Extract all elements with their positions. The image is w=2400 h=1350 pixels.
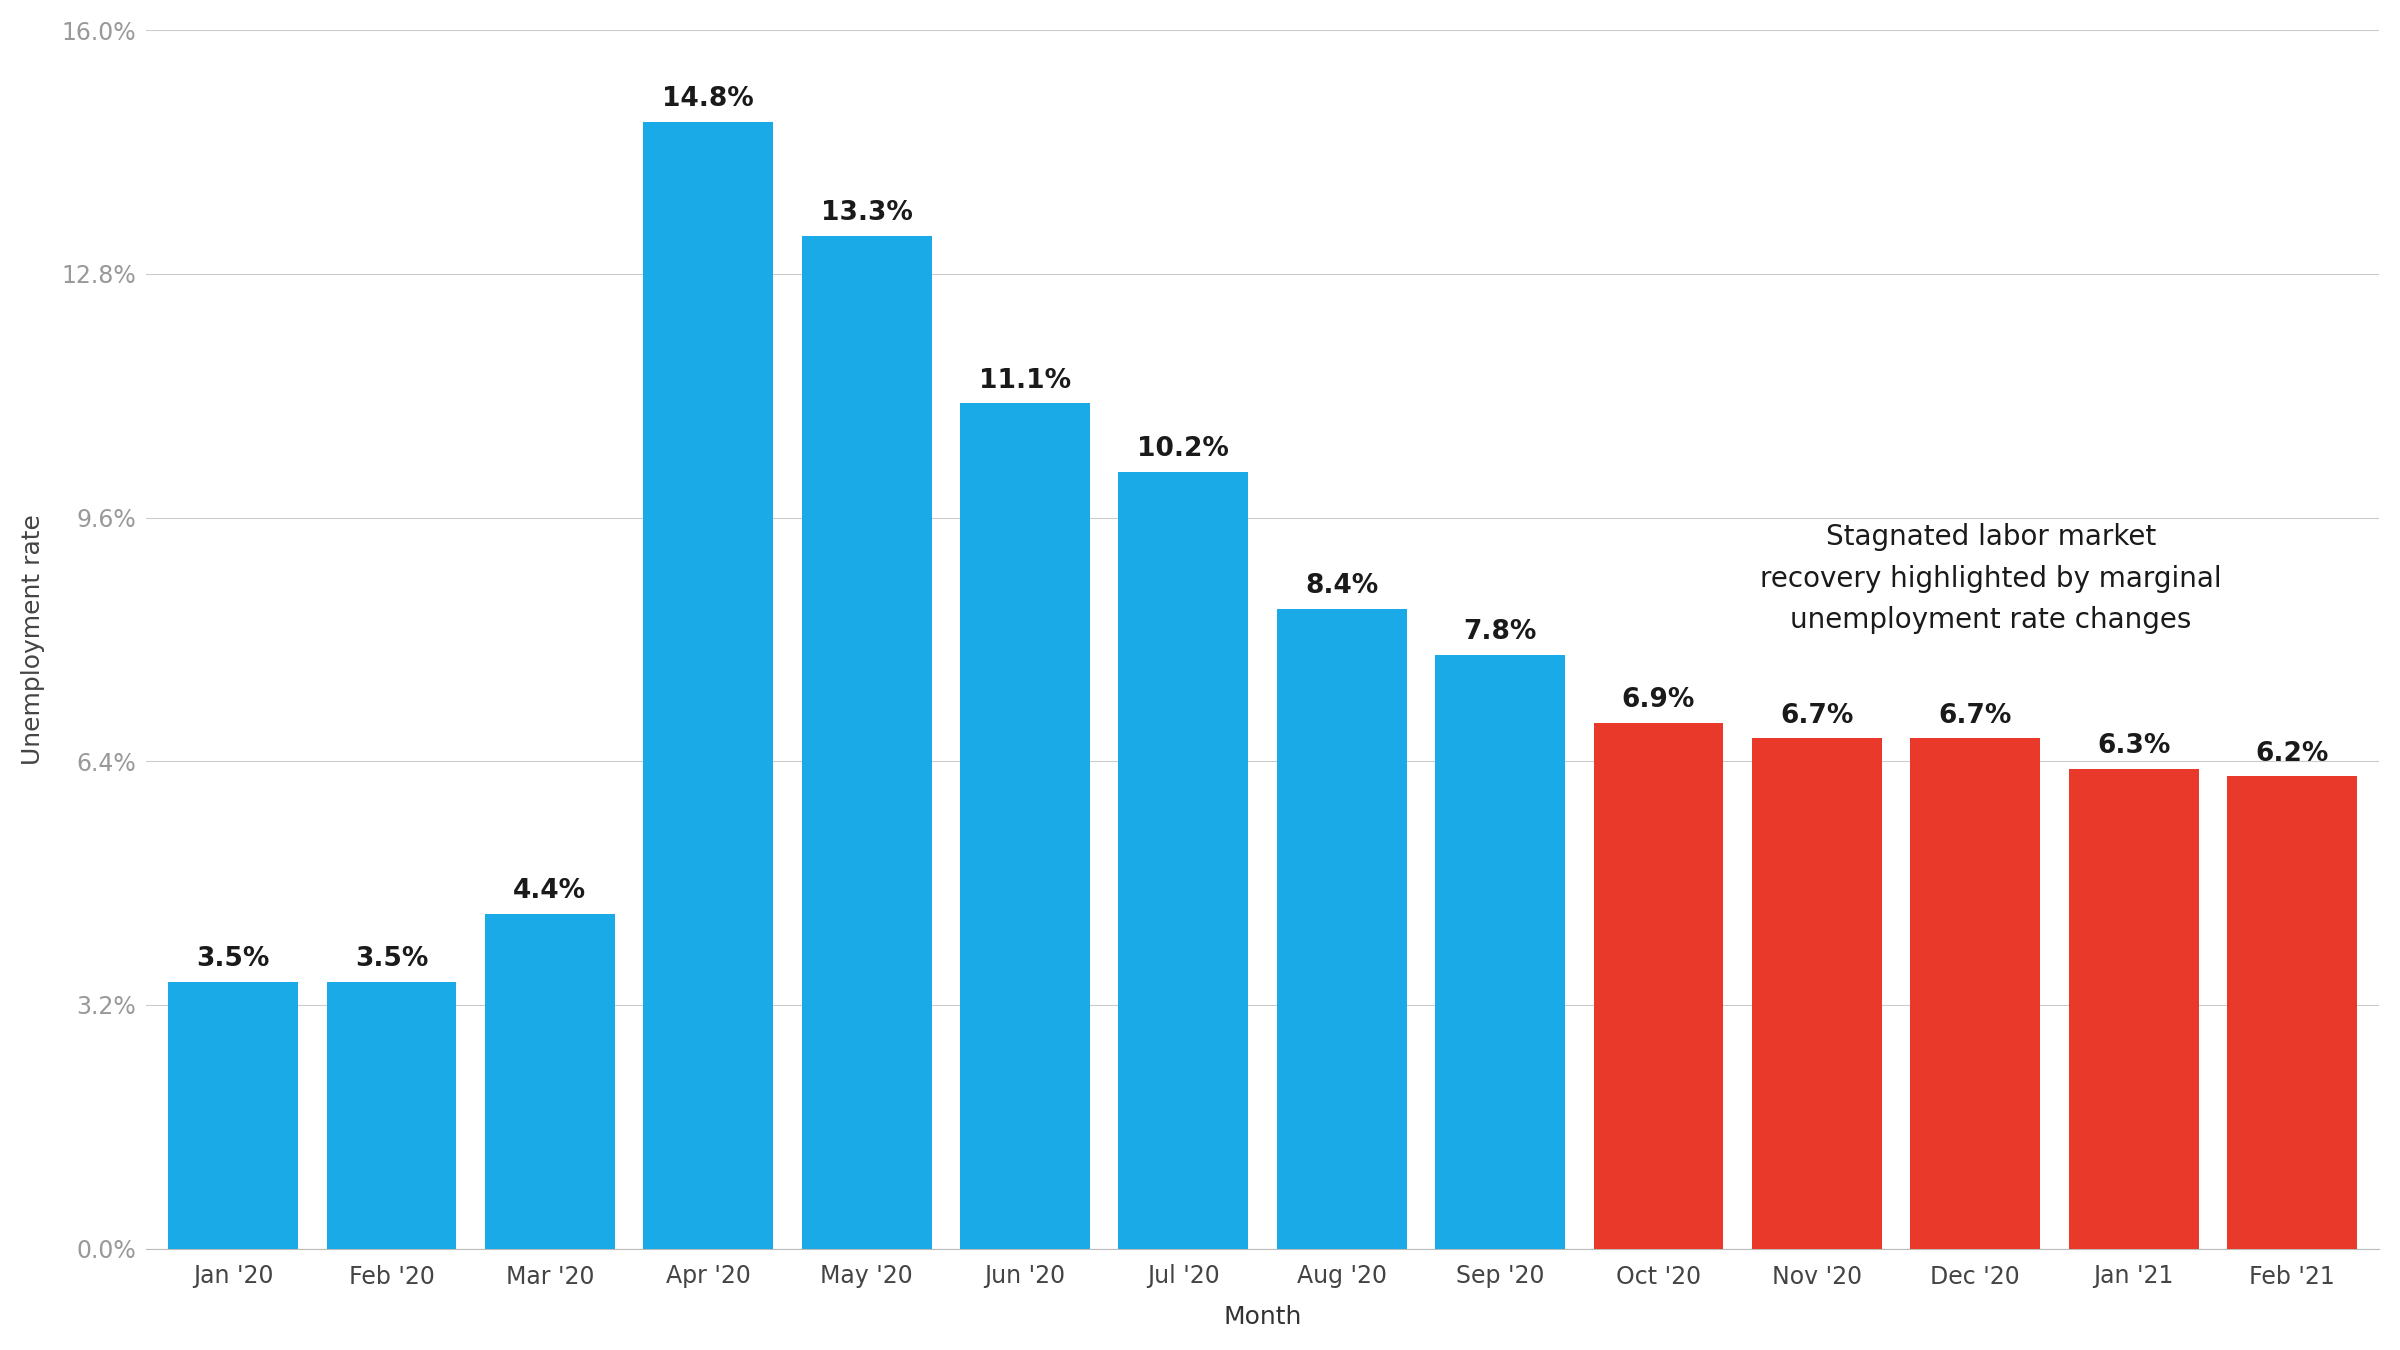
- Text: 13.3%: 13.3%: [821, 200, 912, 225]
- Bar: [1277, 609, 1406, 1249]
- Bar: [643, 122, 773, 1249]
- Text: Stagnated labor market
recovery highlighted by marginal
unemployment rate change: Stagnated labor market recovery highligh…: [1759, 524, 2222, 633]
- Text: 6.3%: 6.3%: [2098, 733, 2170, 759]
- Bar: [1435, 655, 1565, 1249]
- Text: 6.9%: 6.9%: [1622, 687, 1694, 713]
- Bar: [1752, 738, 1882, 1249]
- Text: 14.8%: 14.8%: [662, 86, 754, 112]
- Bar: [1118, 472, 1248, 1249]
- Text: 6.7%: 6.7%: [1939, 702, 2011, 729]
- Bar: [1594, 724, 1723, 1249]
- Bar: [2069, 769, 2198, 1249]
- X-axis label: Month: Month: [1224, 1305, 1301, 1330]
- Text: 6.7%: 6.7%: [1781, 702, 1853, 729]
- Text: 11.1%: 11.1%: [979, 367, 1070, 393]
- Text: 7.8%: 7.8%: [1464, 618, 1536, 645]
- Bar: [326, 981, 456, 1249]
- Text: 8.4%: 8.4%: [1306, 574, 1378, 599]
- Text: 3.5%: 3.5%: [197, 946, 269, 972]
- Bar: [960, 404, 1090, 1249]
- Bar: [485, 914, 614, 1249]
- Text: 6.2%: 6.2%: [2256, 741, 2328, 767]
- Bar: [802, 236, 931, 1249]
- Text: 10.2%: 10.2%: [1138, 436, 1229, 462]
- Y-axis label: Unemployment rate: Unemployment rate: [22, 514, 46, 765]
- Text: 3.5%: 3.5%: [355, 946, 427, 972]
- Bar: [168, 981, 298, 1249]
- Bar: [2227, 776, 2357, 1249]
- Bar: [1910, 738, 2040, 1249]
- Text: 4.4%: 4.4%: [514, 878, 586, 903]
